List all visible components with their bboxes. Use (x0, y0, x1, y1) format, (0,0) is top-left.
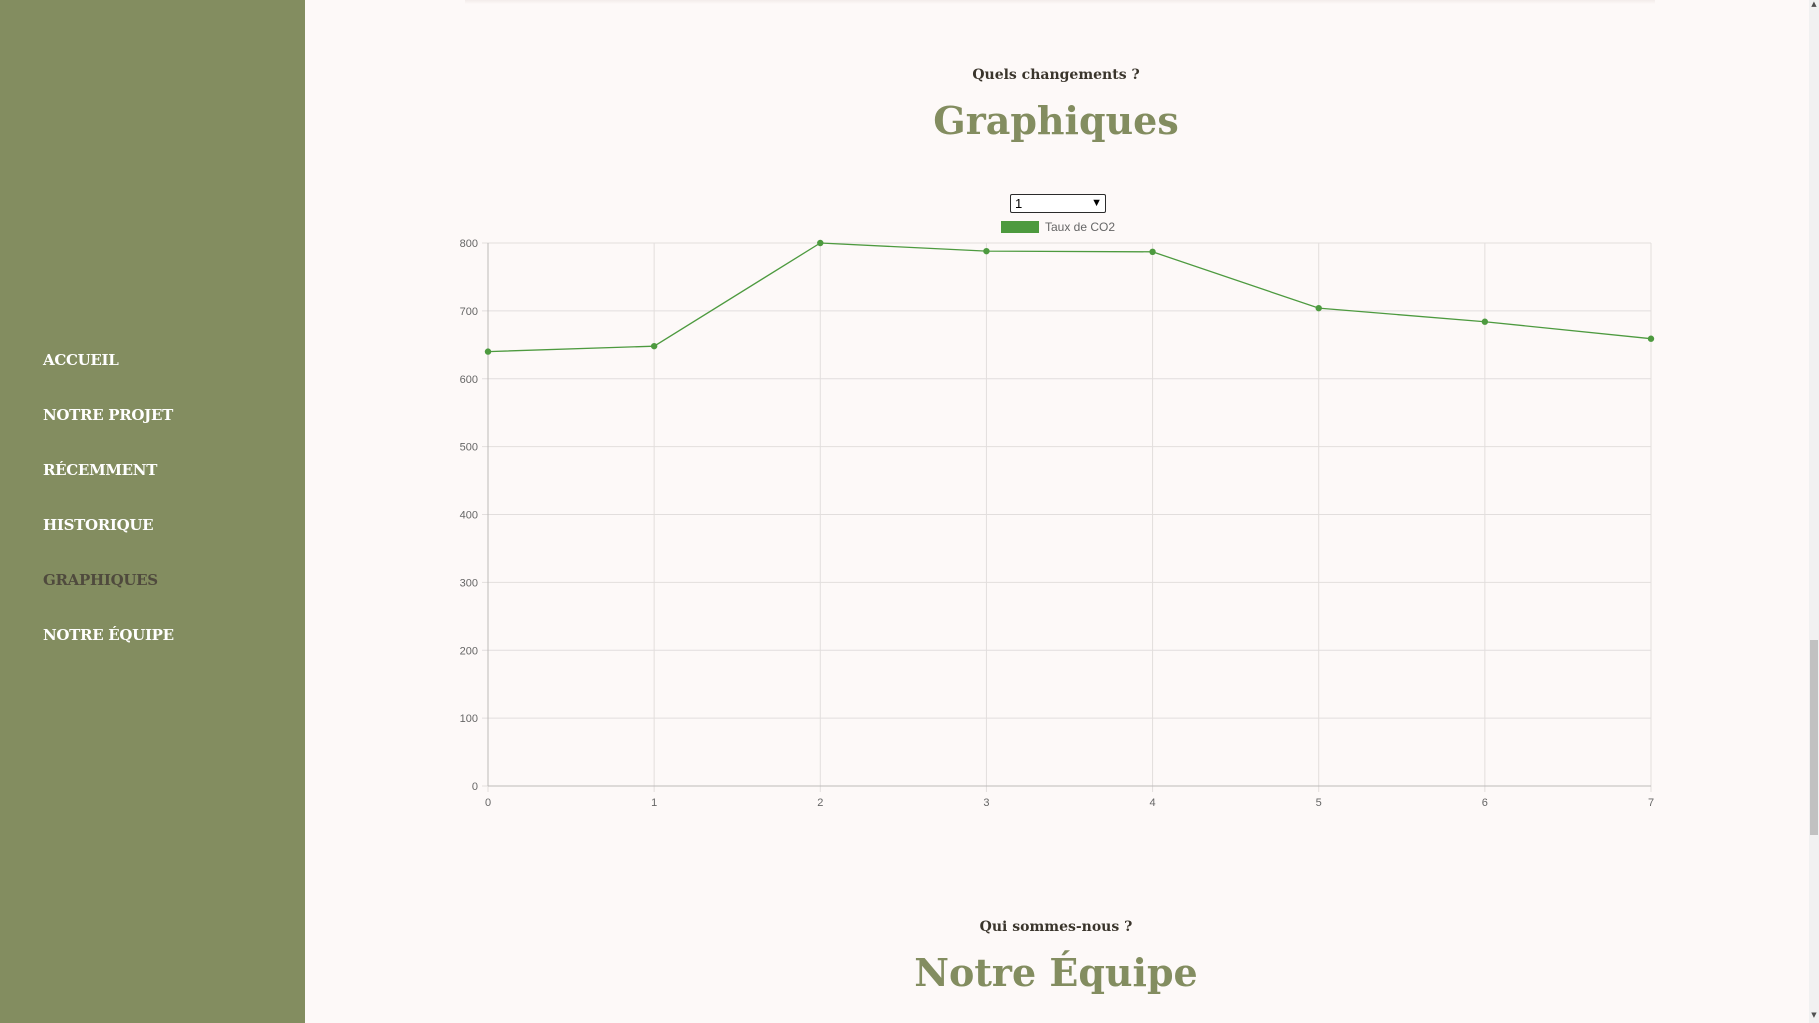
chart-series (484, 239, 1655, 355)
main-content: Quels changements ? Graphiques 1 ▼ 0 100 2… (305, 0, 1809, 1023)
data-point (1647, 335, 1655, 342)
y-tick-label: 500 (460, 442, 478, 454)
data-point (484, 348, 492, 355)
x-tick-label: 0 (485, 797, 491, 809)
scroll-thumb[interactable] (1810, 640, 1818, 835)
x-tick-label: 6 (1482, 797, 1488, 809)
x-tick-label: 2 (817, 797, 823, 809)
graphs-kicker: Quels changements ? (972, 67, 1140, 83)
dataset-select-value: 1 (1015, 196, 1023, 211)
chart-axes (487, 243, 1651, 787)
scroll-down-icon[interactable]: ▼ (1811, 1011, 1817, 1019)
x-tick-label: 3 (983, 797, 989, 809)
y-tick-label: 400 (460, 510, 478, 522)
sidebar-nav: ACCUEIL NOTRE PROJET RÉCEMMENT HISTORIQU… (43, 340, 174, 670)
x-tick-label: 4 (1150, 797, 1156, 809)
data-point (650, 342, 658, 350)
x-tick-label: 7 (1648, 797, 1654, 809)
sidebar: ACCUEIL NOTRE PROJET RÉCEMMENT HISTORIQU… (0, 0, 305, 1023)
scroll-up-icon[interactable]: ▲ (1811, 0, 1817, 8)
y-tick-label: 800 (460, 238, 478, 250)
nav-item-historique[interactable]: HISTORIQUE (43, 516, 154, 534)
team-kicker: Qui sommes-nous ? (979, 919, 1133, 935)
graphs-title: Graphiques (933, 98, 1179, 143)
y-tick-label: 600 (460, 374, 478, 386)
series-line-taux-de-co2 (487, 242, 1652, 353)
data-point (1315, 304, 1322, 312)
section-divider (465, 0, 1655, 4)
legend-label: Taux de CO2 (1045, 220, 1115, 234)
nav-item-recemment[interactable]: RÉCEMMENT (43, 461, 158, 479)
data-point (817, 239, 824, 247)
x-tick-label: 1 (651, 797, 657, 809)
data-point (983, 247, 990, 255)
data-point (1481, 318, 1489, 325)
nav-item-notre-projet[interactable]: NOTRE PROJET (43, 406, 173, 424)
page-scrollbar[interactable]: ▲ ▼ (1809, 0, 1819, 1023)
chart-legend: Taux de CO2 (1001, 220, 1115, 234)
chevron-down-icon: ▼ (1091, 197, 1102, 209)
nav-item-graphiques[interactable]: GRAPHIQUES (43, 571, 158, 589)
data-point (1149, 248, 1156, 256)
chart-grid (482, 242, 1652, 792)
y-tick-label: 100 (460, 713, 478, 725)
chart-tick-labels: 0 100 200 300 400 500 600 700 800 0 1 2 3 4 5 6 7 (460, 238, 1654, 809)
y-tick-label: 200 (460, 645, 478, 657)
nav-item-notre-equipe[interactable]: NOTRE ÉQUIPE (43, 626, 174, 644)
y-tick-label: 0 (472, 781, 478, 793)
dataset-select[interactable]: 1 ▼ (1010, 194, 1106, 213)
x-tick-label: 5 (1316, 797, 1322, 809)
y-tick-label: 300 (460, 577, 478, 589)
co2-line-chart: 0 100 200 300 400 500 600 700 800 0 1 2 3 4 5 6 7 Taux d… (460, 220, 1655, 809)
y-tick-label: 700 (460, 306, 478, 318)
legend-swatch (1001, 221, 1039, 233)
nav-item-accueil[interactable]: ACCUEIL (43, 351, 119, 369)
team-title: Notre Équipe (914, 950, 1198, 995)
